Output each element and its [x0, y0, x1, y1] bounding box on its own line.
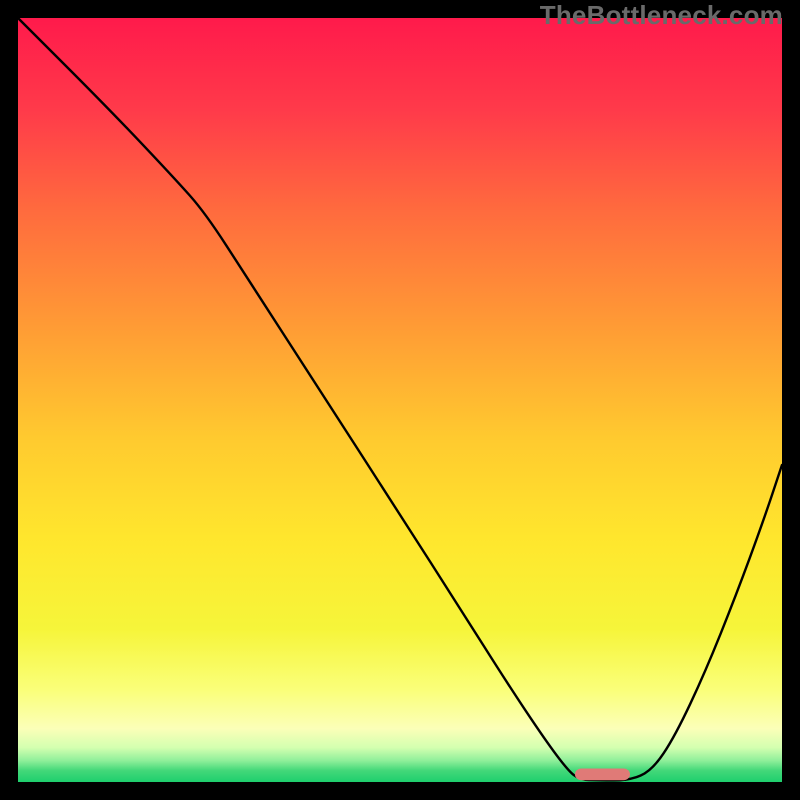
bottleneck-curve-chart [18, 18, 782, 782]
chart-frame: TheBottleneck.com [0, 0, 800, 800]
watermark-text: TheBottleneck.com [540, 0, 783, 31]
optimal-marker [575, 768, 630, 780]
